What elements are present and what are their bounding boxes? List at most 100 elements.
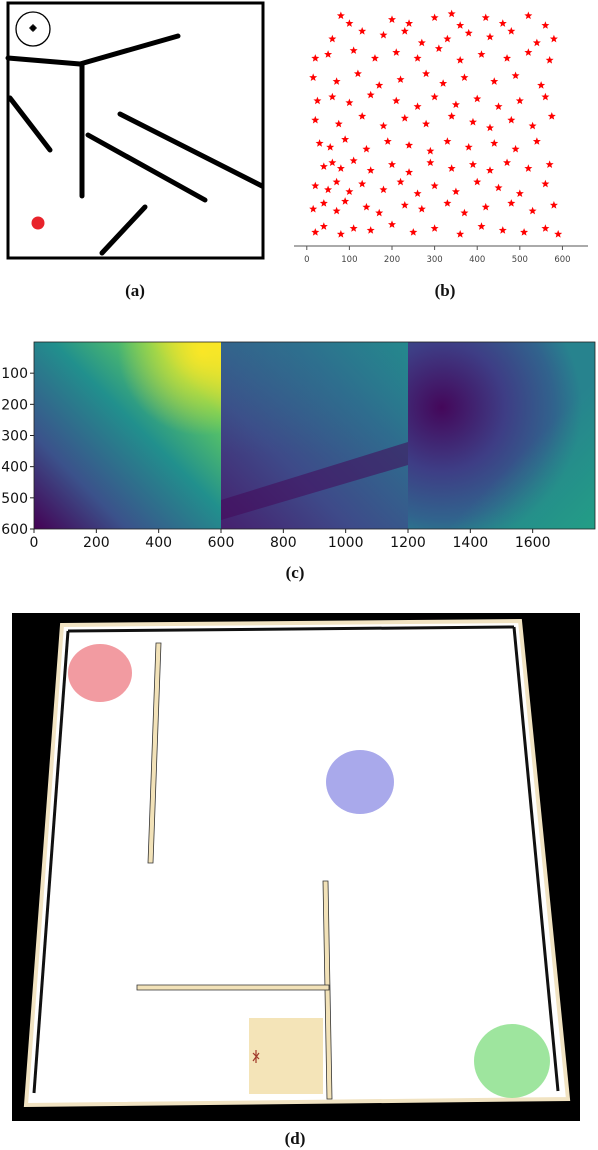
scatter-x-tick-label: 600: [554, 255, 570, 265]
panel-a-maze: [0, 0, 270, 265]
scatter-point-star: [332, 77, 341, 85]
scatter-point-star: [451, 187, 460, 196]
scatter-point-star: [547, 112, 556, 120]
scatter-point-star: [477, 50, 486, 58]
scatter-point-star: [532, 38, 541, 47]
caption-a: (a): [125, 281, 145, 300]
scatter-point-star: [490, 139, 499, 147]
scatter-point-star: [443, 199, 452, 207]
scatter-point-star: [328, 92, 337, 101]
scatter-point-star: [503, 54, 512, 62]
heatmap-panel-1: [34, 342, 221, 529]
heatmap-x-tick-label: 1200: [390, 535, 426, 551]
maze-floor: [26, 621, 568, 1105]
wall: [7, 95, 53, 153]
scatter-point-star: [447, 9, 456, 18]
caption-d: (d): [284, 1129, 306, 1148]
scatter-point-star: [341, 135, 350, 143]
scatter-plot-svg: 0 100 200 300 400 500 600: [294, 9, 588, 265]
heatmap-x-tick-label: 1000: [328, 535, 364, 551]
scatter-point-star: [464, 143, 473, 151]
scatter-point-star: [503, 158, 512, 167]
scatter-point-star: [353, 69, 362, 78]
scatter-point-star: [366, 226, 375, 234]
scatter-point-star: [362, 144, 371, 153]
scatter-point-star: [336, 11, 345, 20]
scatter-point-star: [375, 208, 384, 217]
scatter-point-star: [468, 160, 477, 168]
caption-b: (b): [434, 281, 456, 300]
scatter-point-star: [309, 204, 318, 213]
scatter-x-tick-label: 300: [426, 255, 442, 265]
scatter-point-star: [413, 102, 422, 110]
wall: [5, 55, 83, 67]
scatter-point-star: [494, 102, 503, 110]
heatmap-y-tick-label: 200: [1, 397, 28, 413]
panel-c-heatmap: 100 200 300 400 500 600 0 200 400 600 800 1000 1200…: [0, 330, 598, 560]
scatter-point-star: [430, 92, 439, 101]
wall: [117, 111, 265, 189]
scatter-point-star: [413, 54, 422, 62]
scatter-point-star: [447, 112, 456, 120]
outer-walls: [23, 618, 571, 1108]
scatter-point-star: [490, 77, 499, 85]
maze-walls: [5, 33, 265, 256]
scatter-point-star: [388, 220, 396, 228]
scatter-point-star: [315, 139, 324, 147]
scatter-point-star: [417, 204, 426, 213]
heatmap-panel-2: [221, 342, 408, 529]
scatter-point-star: [405, 141, 414, 149]
heatmap-y-tick-label: 500: [1, 491, 28, 507]
scatter-point-star: [541, 224, 550, 232]
panel-d-3d-maze: [12, 613, 580, 1121]
scatter-point-star: [345, 98, 354, 107]
scatter-point-star: [349, 46, 358, 54]
scatter-point-star: [473, 177, 482, 186]
scatter-point-star: [456, 230, 465, 238]
scatter-point-star: [396, 177, 405, 186]
scatter-point-star: [379, 121, 388, 130]
scatter-point-star: [520, 228, 529, 236]
scatter-point-star: [486, 32, 494, 41]
scatter-point-star: [443, 34, 452, 43]
scatter-point-star: [477, 222, 486, 230]
scatter-point-star: [413, 189, 422, 197]
wall: [77, 33, 181, 67]
scatter-point-star: [388, 160, 396, 168]
scatter-point-star: [549, 34, 558, 43]
scatter-point-star: [345, 187, 354, 196]
start-red-dot: [31, 216, 45, 230]
scatter-point-star: [460, 73, 469, 81]
wall: [99, 204, 148, 256]
goal-red-circle: [68, 644, 132, 702]
scatter-point-star: [524, 164, 533, 172]
scatter-point-star: [456, 56, 465, 64]
heatmap-x-tick-label: 600: [208, 535, 235, 551]
heatmap-panel-3: [408, 342, 595, 529]
scatter-point-star: [311, 228, 320, 236]
scatter-point-star: [456, 21, 465, 29]
scatter-point-star: [396, 75, 405, 83]
scatter-point-star: [498, 19, 507, 27]
scatter-x-tick-label: 500: [512, 255, 528, 265]
scatter-point-star: [541, 21, 550, 29]
scatter-point-star: [392, 96, 401, 105]
scatter-point-star: [309, 73, 318, 81]
scatter-point-star: [541, 92, 550, 101]
heatmap-x-tick-label: 1400: [453, 535, 489, 551]
scatter-point-star: [545, 56, 554, 64]
scatter-point-star: [426, 146, 435, 155]
heatmap-x-tick-label: 200: [83, 535, 110, 551]
scatter-point-star: [515, 96, 524, 105]
heatmap-y-tick-label: 600: [1, 522, 28, 538]
scatter-x-tick-label: 0: [304, 255, 309, 265]
scatter-point-star: [313, 96, 322, 105]
scatter-point-star: [434, 44, 443, 52]
scatter-point-star: [430, 13, 439, 22]
heatmap-y-tick-label: 100: [1, 366, 28, 382]
scatter-point-star: [370, 54, 379, 62]
scatter-point-star: [498, 226, 507, 234]
scatter-point-star: [326, 143, 335, 151]
scatter-point-star: [328, 34, 337, 43]
scatter-point-star: [524, 11, 533, 20]
